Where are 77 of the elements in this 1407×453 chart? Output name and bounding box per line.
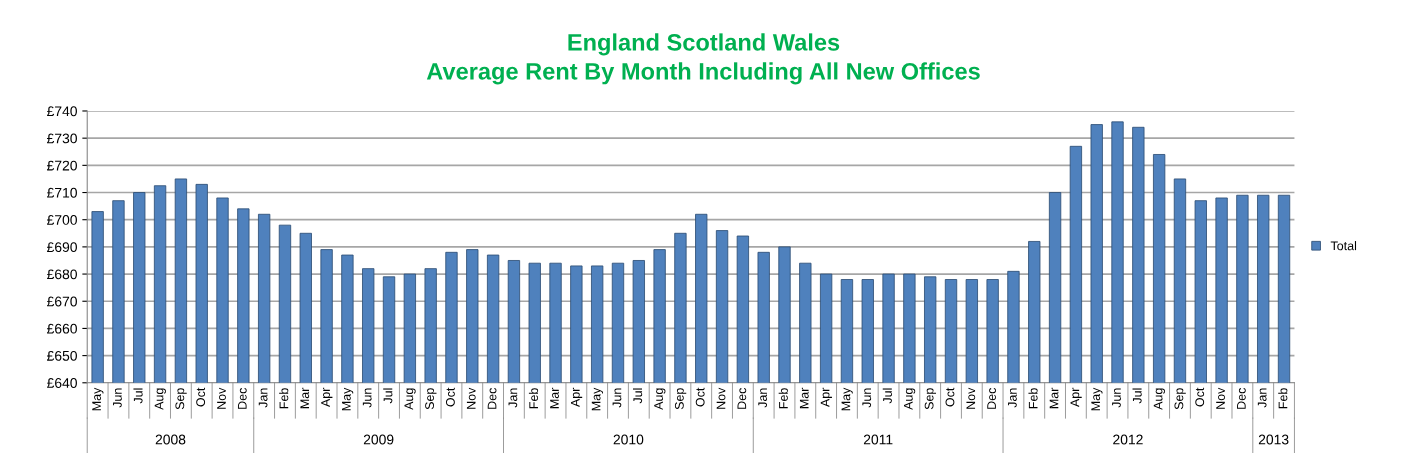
x-tick-label: Jan [1008, 388, 1017, 408]
x-tick-label: Feb [1278, 388, 1288, 409]
x-tick-label: Apr [1070, 387, 1082, 408]
x-tick-label: Jan [1257, 388, 1267, 408]
x-tick-label: Jan [508, 388, 518, 408]
y-tick-label: £640 [47, 378, 77, 388]
x-tick-label: Aug [404, 388, 416, 410]
x-tick-label: Oct [196, 387, 206, 407]
y-tick-label: £660 [47, 323, 77, 334]
x-tick-label: Nov [966, 387, 976, 409]
x-tick-label: Sep [924, 388, 937, 410]
x2-tick-label: 2012 [1113, 434, 1143, 445]
x-tick-label: Jun [362, 388, 372, 408]
x-tick-label: Jul [383, 388, 393, 404]
x-tick-label: Jun [1112, 388, 1121, 408]
x-tick-label: May [92, 387, 104, 411]
x-tick-label: Jun [113, 388, 122, 408]
x2-tick-label: 2008 [155, 434, 186, 445]
x-tick-label: Nov [217, 387, 226, 409]
x-tick-label: Dec [987, 387, 996, 409]
x-tick-label: Aug [1153, 388, 1165, 410]
x-tick-label: Oct [945, 387, 955, 407]
x-tick-label: Mar [300, 387, 310, 409]
y-tick-label: £730 [47, 133, 77, 144]
x-tick-label: May [841, 387, 853, 411]
x-tick-label: Jun [862, 388, 872, 408]
x-tick-label: Jun [612, 388, 622, 408]
legend-label: Total [1330, 241, 1357, 251]
x-tick-label: Oct [445, 387, 455, 407]
x-tick-label: Oct [695, 387, 705, 407]
x-tick-label: Oct [1195, 387, 1205, 407]
x-tick-label: Aug [654, 388, 666, 410]
x2-tick-label: 2010 [613, 434, 644, 445]
x-tick-label: Mar [550, 387, 559, 409]
y-tick-label: £650 [47, 350, 77, 361]
chart-title: England Scotland Wales Average Rent By Month Including All New Offices [426, 33, 980, 85]
x-tick-label: Mar [1049, 387, 1059, 409]
x-tick-label: May [1091, 387, 1103, 411]
x-tick-label: Apr [321, 387, 333, 408]
x-tick-label: Jan [258, 388, 268, 408]
y-tick-label: £740 [47, 106, 77, 117]
x-tick-label: Sep [674, 388, 687, 410]
x-tick-label: Jul [1132, 388, 1142, 404]
x-tick-label: May [342, 387, 354, 411]
x-tick-label: Sep [425, 388, 437, 410]
x-tick-label: Feb [778, 388, 788, 409]
x-tick-label: Jul [882, 388, 892, 404]
x-tick-label: Feb [528, 388, 539, 409]
x-tick-label: Mar [799, 387, 809, 409]
x2-tick-label: 2011 [863, 434, 893, 445]
y-tick-label: £710 [47, 187, 77, 198]
y-tick-label: £680 [47, 269, 77, 280]
x-tick-label: Apr [570, 387, 583, 408]
x-tick-label: Dec [737, 387, 747, 409]
x2-tick-label: 2009 [363, 434, 394, 445]
x-tick-label: Dec [1237, 387, 1246, 409]
x-tick-label: Nov [716, 387, 726, 409]
x-tick-label: Jul [133, 388, 143, 404]
y-tick-label: £670 [47, 296, 77, 307]
x-tick-label: Sep [1174, 388, 1186, 410]
y-tick-label: £690 [47, 242, 77, 253]
y-tick-label: £720 [47, 160, 77, 171]
x-tick-label: Sep [175, 388, 187, 410]
x-tick-label: Nov [466, 387, 476, 409]
x-tick-label: Dec [237, 387, 247, 409]
x-tick-label: Feb [279, 388, 289, 409]
x-tick-label: Nov [1216, 387, 1225, 409]
x-tick-label: Jul [632, 388, 643, 404]
x2-tick-label: 2013 [1258, 434, 1289, 445]
x-tick-label: Jan [758, 388, 768, 408]
x-tick-label: Feb [1028, 388, 1038, 409]
x-tick-label: Apr [820, 387, 832, 408]
x-tick-label: Aug [154, 388, 166, 410]
x-tick-label: May [591, 387, 603, 411]
y-tick-label: £700 [47, 215, 77, 225]
x-tick-label: Dec [487, 387, 497, 409]
x-tick-label: Aug [904, 388, 916, 410]
